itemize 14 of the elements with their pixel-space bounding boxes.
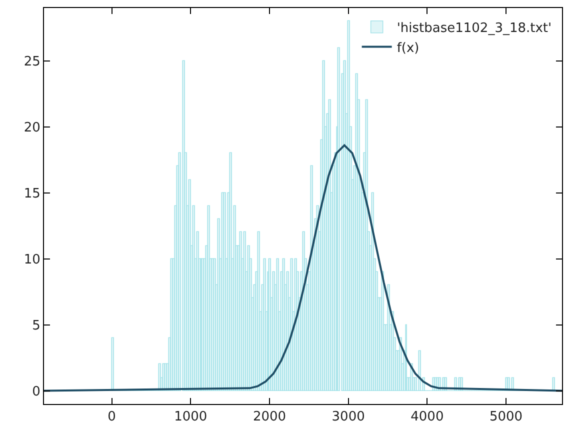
x-tick-label: 4000 xyxy=(410,410,444,425)
x-tick-label: 0 xyxy=(108,410,116,425)
y-tick-label: 20 xyxy=(24,120,40,136)
x-tick-label: 2000 xyxy=(252,410,286,425)
x-tick-label: 1000 xyxy=(174,410,208,425)
y-tick-label: 5 xyxy=(32,318,40,334)
y-tick-label: 15 xyxy=(24,186,40,202)
x-tick-label: 3000 xyxy=(332,410,365,425)
y-tick-label: 10 xyxy=(24,252,40,268)
y-tick-label: 0 xyxy=(32,384,40,400)
y-tick-label: 25 xyxy=(24,54,40,70)
x-tick-label: 5000 xyxy=(489,410,523,425)
legend-label: 'histbase1102_3_18.txt' xyxy=(396,20,552,36)
legend-label: f(x) xyxy=(396,40,420,56)
